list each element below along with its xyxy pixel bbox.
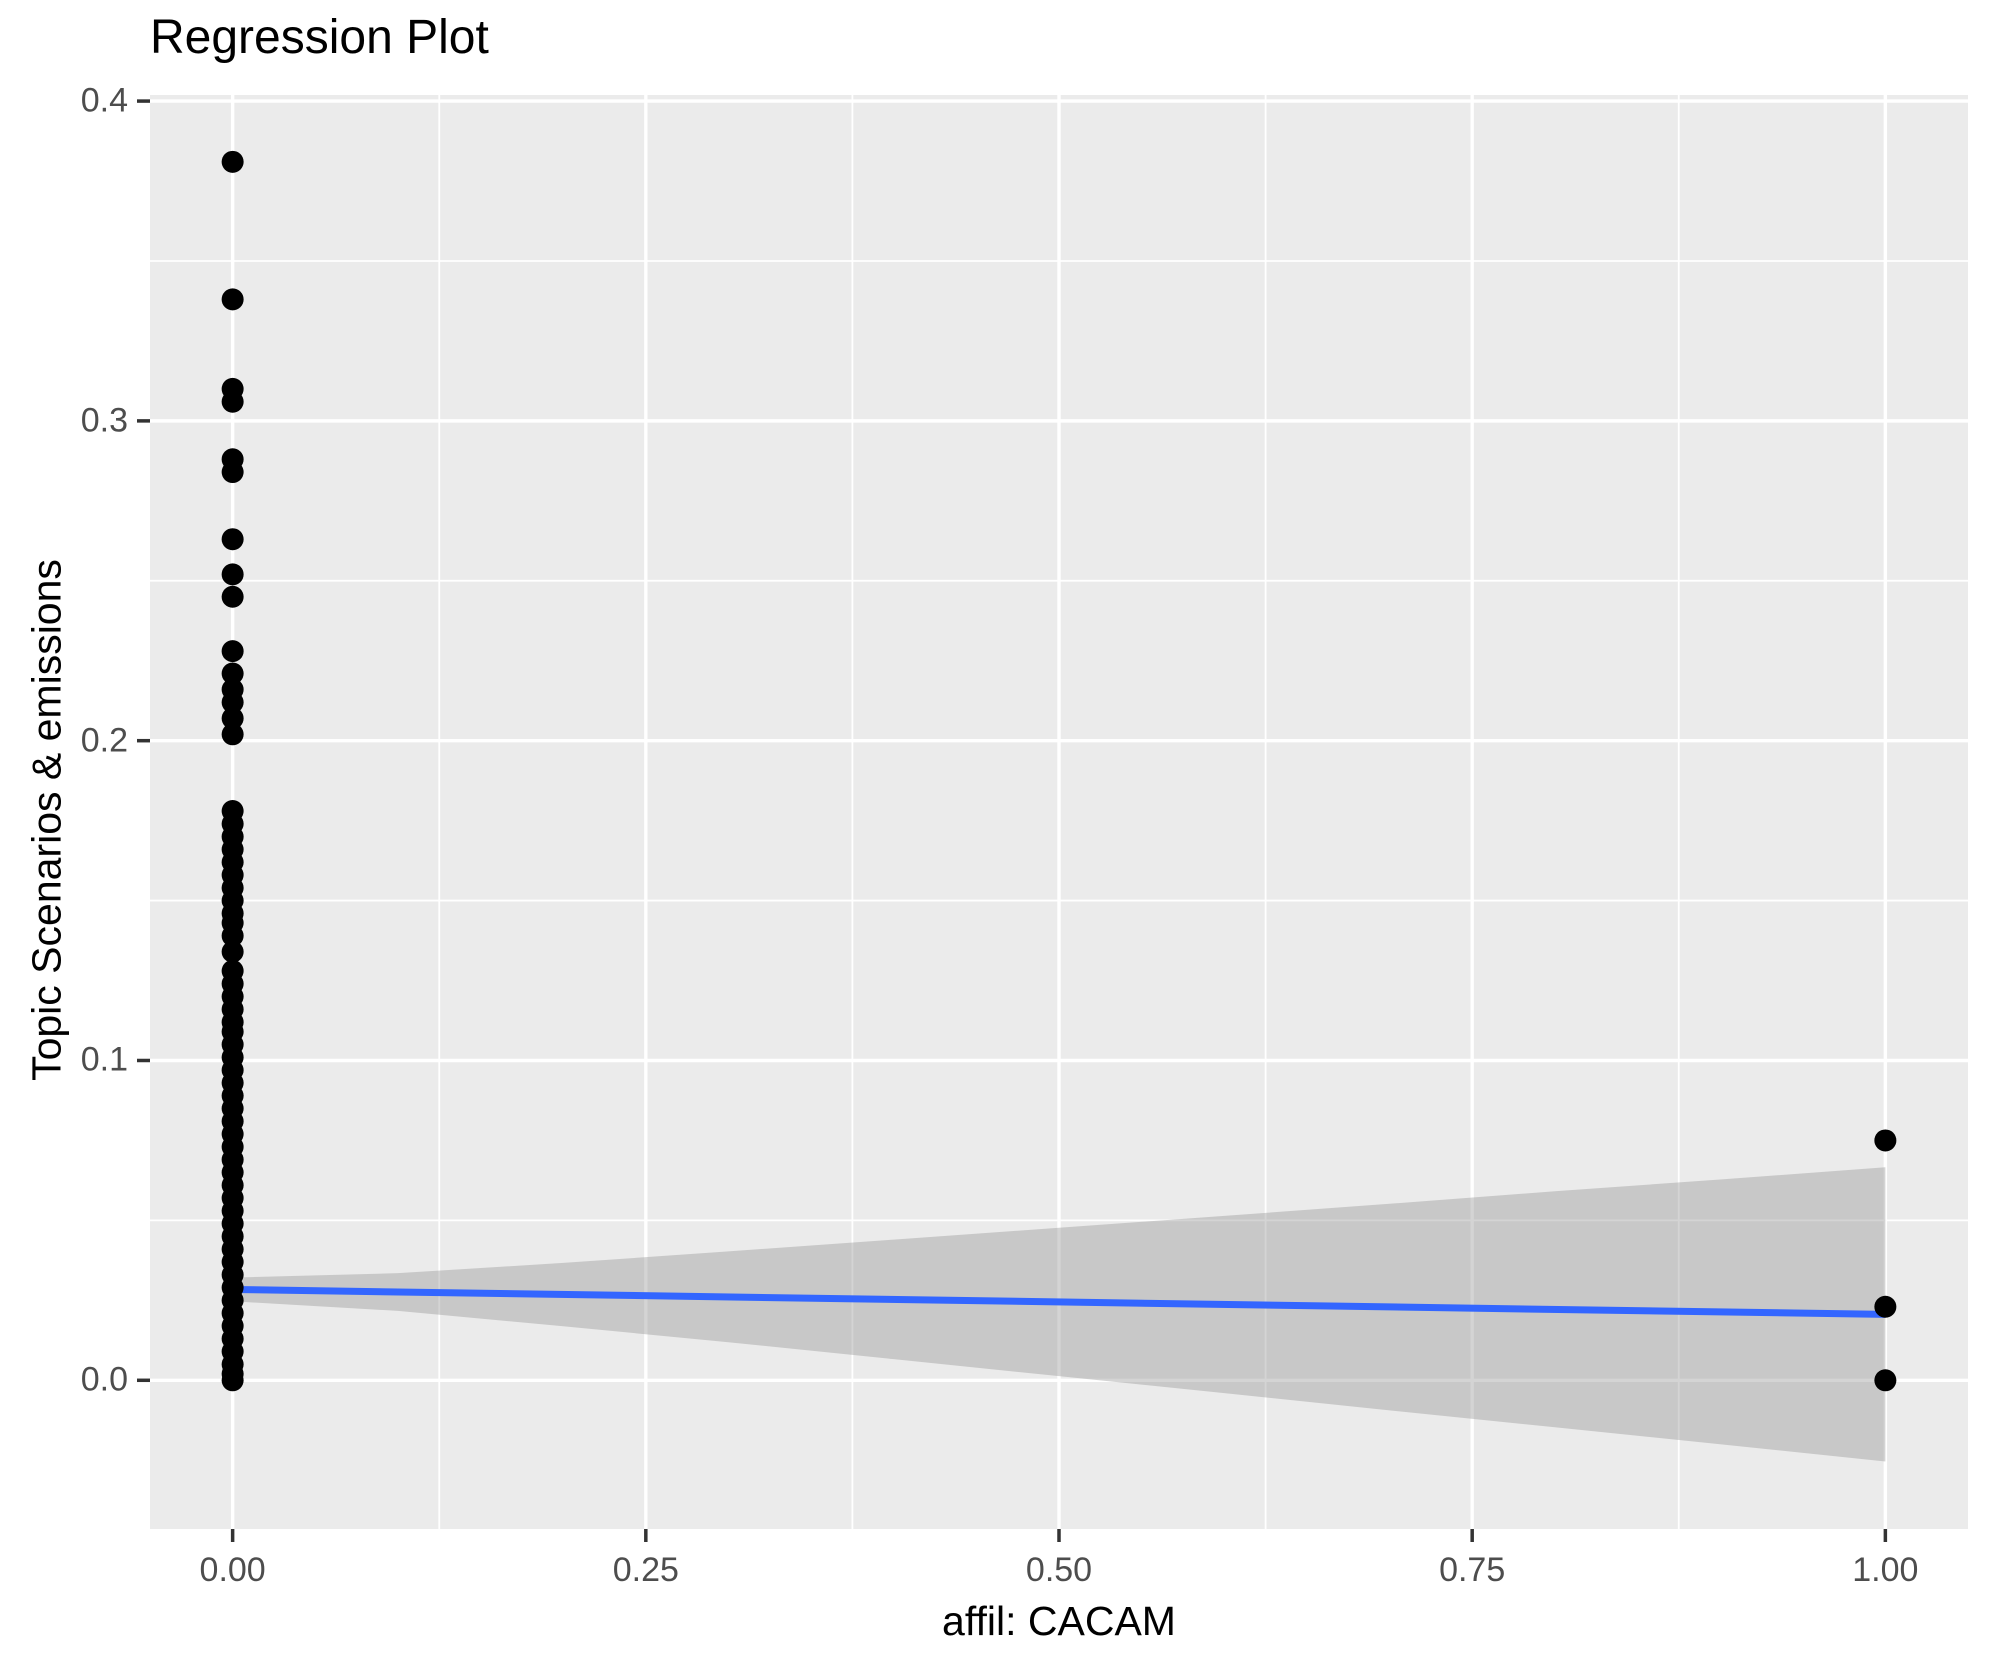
- x-tick-label: 0.75: [1439, 1551, 1506, 1589]
- y-tick-label: 0.3: [80, 401, 128, 440]
- x-tick-label: 0.25: [612, 1551, 679, 1589]
- y-tick-label: 0.1: [80, 1040, 128, 1079]
- data-point: [221, 390, 244, 413]
- data-point: [1874, 1129, 1897, 1152]
- data-point: [221, 150, 244, 173]
- data-point: [1874, 1369, 1897, 1392]
- data-point: [221, 563, 244, 586]
- data-point: [1874, 1295, 1897, 1318]
- y-tick-label: 0.4: [80, 81, 128, 120]
- y-tick-label: 0.0: [80, 1360, 128, 1399]
- x-tick-label: 0.00: [199, 1551, 266, 1589]
- data-point: [221, 691, 244, 714]
- x-tick-label: 0.50: [1025, 1551, 1093, 1589]
- data-point: [221, 288, 244, 311]
- data-point: [221, 940, 244, 963]
- data-point: [221, 1369, 244, 1392]
- data-point: [221, 640, 244, 663]
- data-point: [221, 707, 244, 730]
- data-point: [221, 662, 244, 685]
- data-point: [221, 723, 244, 746]
- data-point: [221, 461, 244, 484]
- ci-ribbon: [232, 1167, 1886, 1462]
- plot-title: Regression Plot: [150, 11, 489, 64]
- x-axis-title: affil: CACAM: [942, 1598, 1176, 1644]
- data-point: [221, 924, 244, 947]
- x-tick-label: 1.00: [1852, 1551, 1919, 1589]
- y-tick-label: 0.2: [80, 721, 128, 760]
- data-point: [221, 585, 244, 608]
- regression-line: [232, 1285, 1886, 1318]
- data-point: [221, 528, 244, 551]
